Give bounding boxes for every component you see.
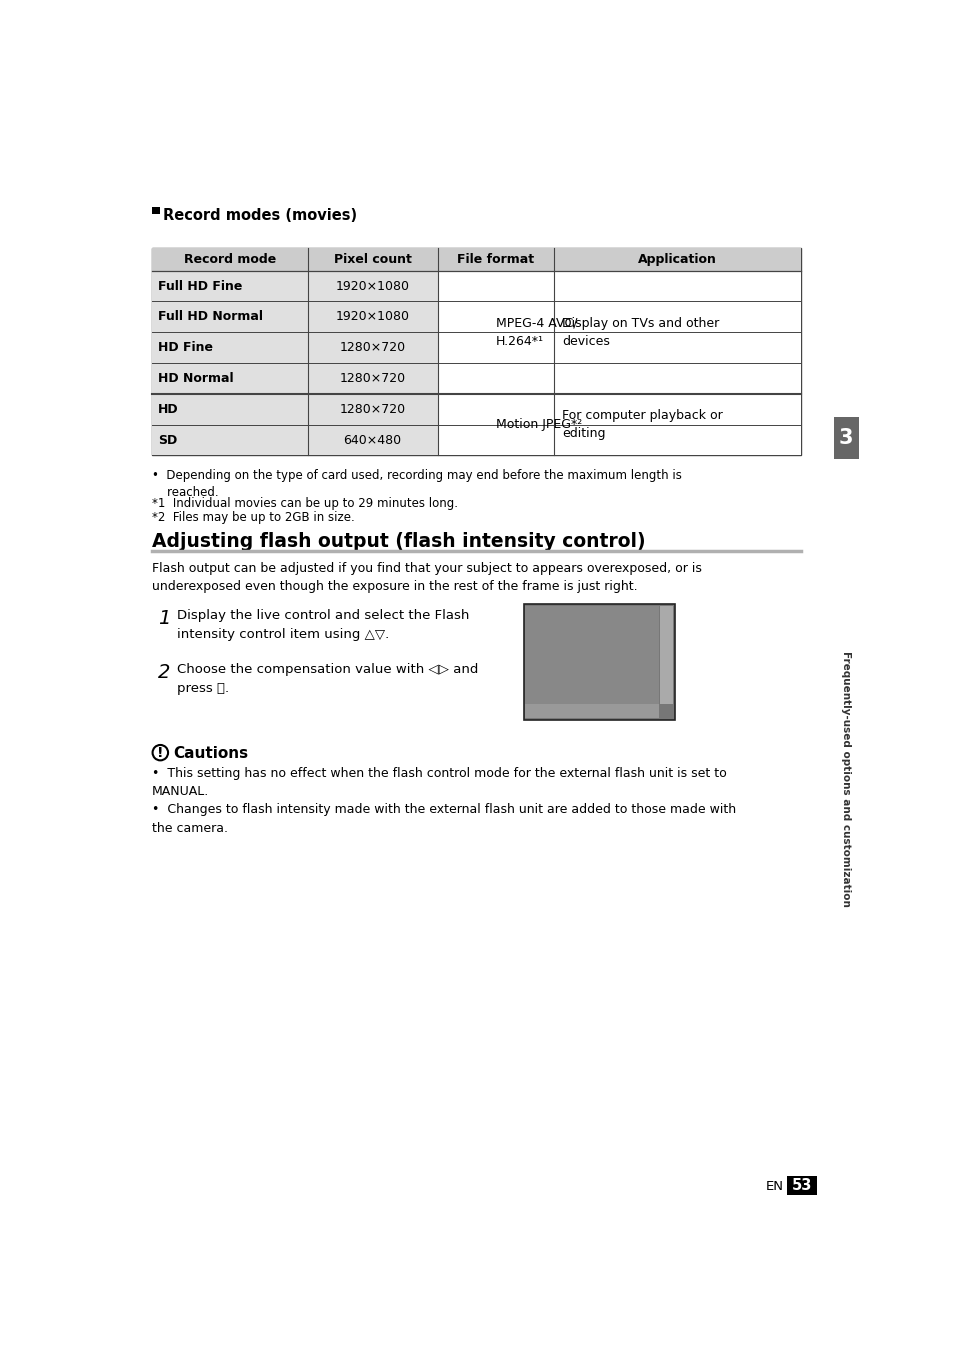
Text: 1280×720: 1280×720 [339,341,405,354]
Text: HD Normal: HD Normal [158,372,233,385]
Bar [786,1177,816,1194]
Circle shape [152,745,168,760]
Text: 53: 53 [791,1178,811,1193]
Text: 3: 3 [838,427,853,448]
Bar [437,301,801,332]
Bar [152,206,159,214]
Bar [523,604,674,719]
Text: 1280×720: 1280×720 [339,403,405,415]
Text: 1280×720: 1280×720 [339,372,405,385]
Bar [437,394,801,425]
Text: *1  Individual movies can be up to 29 minutes long.: *1 Individual movies can be up to 29 min… [152,497,457,510]
Bar [152,247,801,456]
Bar [152,394,437,425]
Bar [437,270,801,301]
Text: EN: EN [765,1181,783,1193]
Bar [525,704,659,718]
Bar [152,425,437,456]
Text: Record modes (movies): Record modes (movies) [163,208,357,224]
Text: 2: 2 [158,664,171,683]
Text: 1: 1 [158,609,171,628]
Text: MPEG-4 AVC/
H.264*¹: MPEG-4 AVC/ H.264*¹ [496,316,577,347]
Text: •  Changes to flash intensity made with the external flash unit are added to tho: • Changes to flash intensity made with t… [152,803,735,835]
Text: HD: HD [158,403,178,415]
Bar [659,605,673,704]
Bar [152,364,437,394]
Text: 1920×1080: 1920×1080 [335,311,409,323]
Bar [152,270,437,301]
Bar [437,364,801,394]
Bar [833,163,858,1208]
Text: Frequently-used options and customization: Frequently-used options and customizatio… [841,651,850,906]
Bar [437,332,801,364]
Text: Motion JPEG*²: Motion JPEG*² [496,418,581,432]
Text: Adjusting flash output (flash intensity control): Adjusting flash output (flash intensity … [152,532,645,551]
Bar [152,332,437,364]
Text: •  Depending on the type of card used, recording may end before the maximum leng: • Depending on the type of card used, re… [152,470,681,499]
Text: Record mode: Record mode [183,252,275,266]
Bar [833,417,858,459]
Text: !: ! [157,745,163,760]
Text: Application: Application [638,252,717,266]
Text: For computer playback or
editing: For computer playback or editing [561,410,722,440]
Text: HD Fine: HD Fine [158,341,213,354]
Text: SD: SD [158,433,177,446]
Text: 1920×1080: 1920×1080 [335,280,409,293]
Text: Flash output can be adjusted if you find that your subject to appears overexpose: Flash output can be adjusted if you find… [152,562,701,593]
Bar [152,247,801,270]
Text: *2  Files may be up to 2GB in size.: *2 Files may be up to 2GB in size. [152,510,355,524]
Text: File format: File format [457,252,534,266]
Text: Cautions: Cautions [173,746,249,761]
Bar [525,605,659,704]
Text: Display on TVs and other
devices: Display on TVs and other devices [561,316,719,347]
Bar [437,425,801,456]
Text: Full HD Fine: Full HD Fine [158,280,242,293]
Text: •  This setting has no effect when the flash control mode for the external flash: • This setting has no effect when the fl… [152,767,726,798]
Text: Choose the compensation value with ◁▷ and
press ⓞ.: Choose the compensation value with ◁▷ an… [177,664,478,695]
Text: Display the live control and select the Flash
intensity control item using △▽.: Display the live control and select the … [177,609,469,642]
Text: Full HD Normal: Full HD Normal [158,311,263,323]
Text: 640×480: 640×480 [343,433,401,446]
Text: Pixel count: Pixel count [334,252,411,266]
Bar [152,301,437,332]
